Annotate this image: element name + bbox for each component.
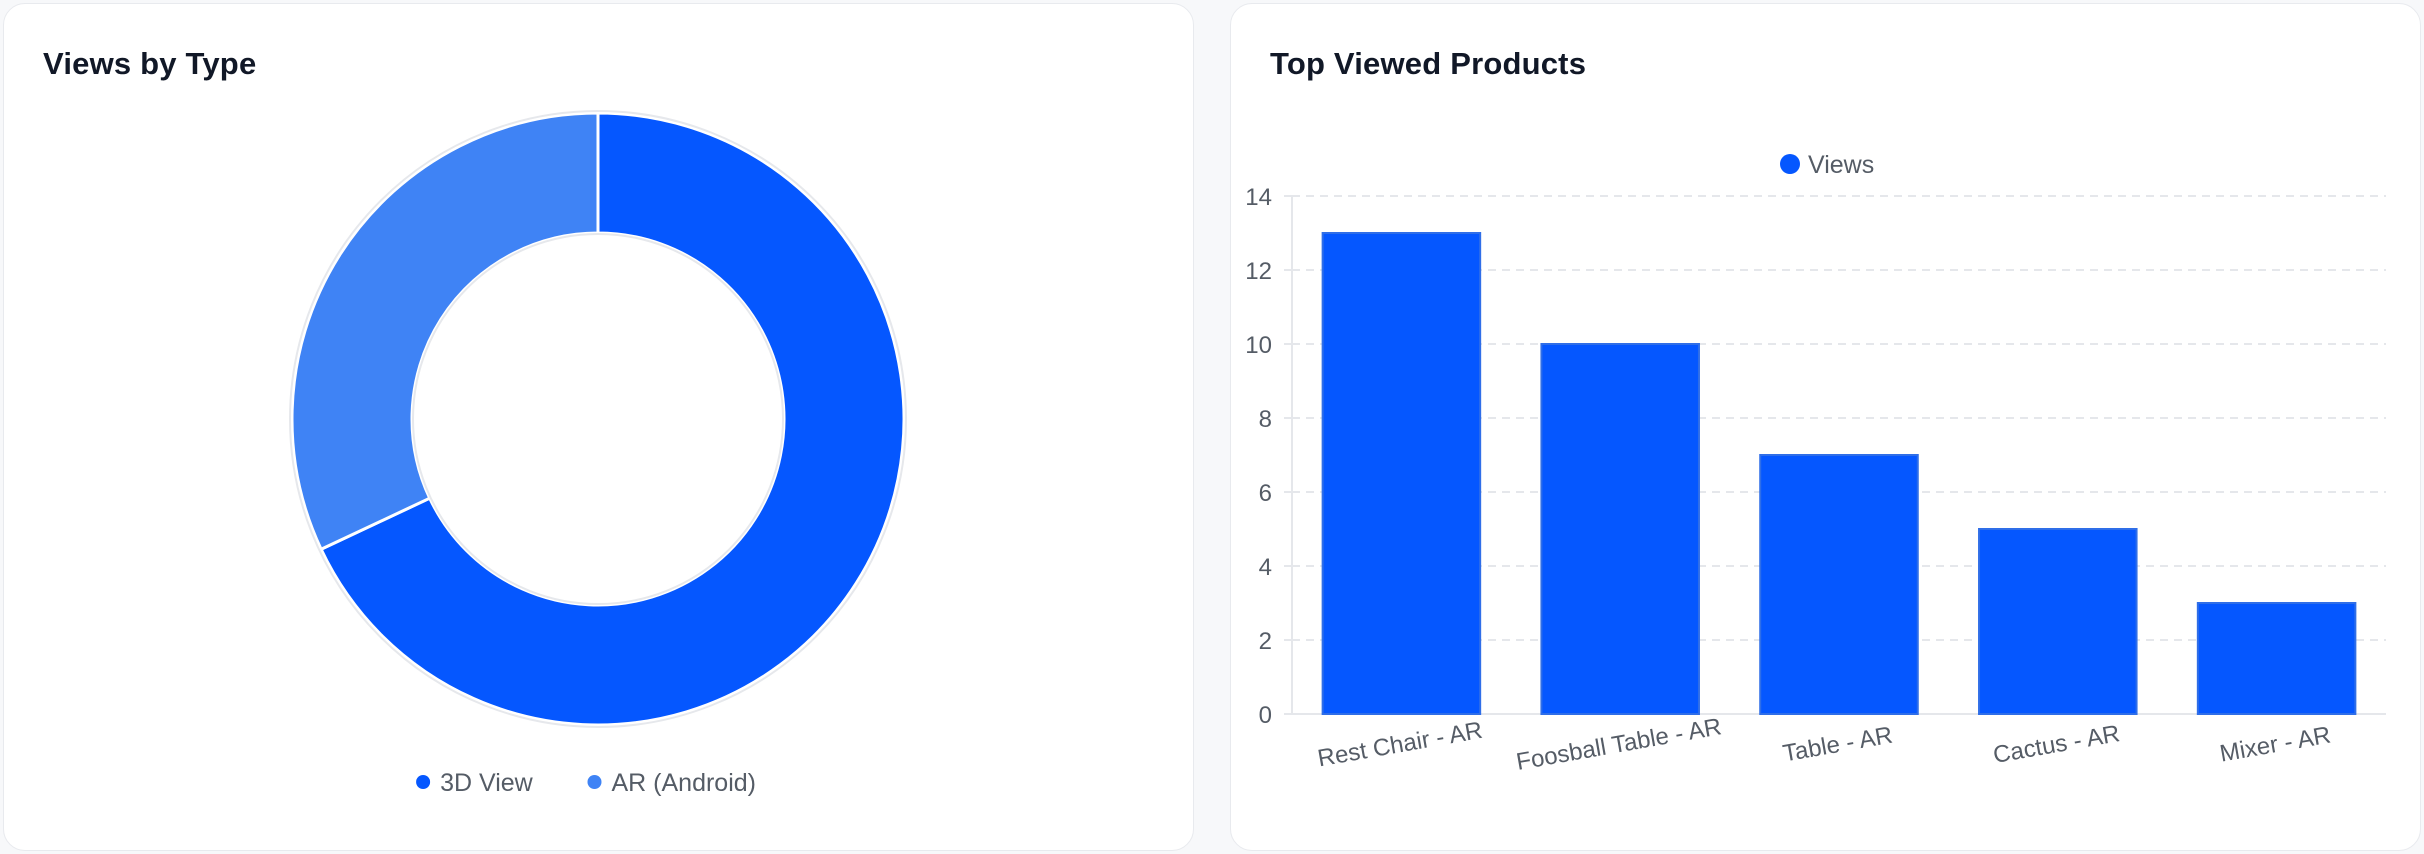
bar-cactus-ar[interactable] — [1978, 528, 2138, 715]
x-tick-label-cactus-ar: Cactus - AR — [1991, 720, 2122, 769]
legend-label-ar-android: AR (Android) — [612, 769, 757, 797]
y-tick-label-6: 6 — [1259, 480, 1272, 507]
views-by-type-donut-chart: 3D View AR (Android) — [289, 110, 907, 797]
legend-swatch-ar-android — [587, 775, 602, 789]
bar-foosball-table-ar[interactable] — [1540, 343, 1700, 715]
legend-label-3d-view: 3D View — [440, 769, 534, 797]
top-viewed-products-card: Top Viewed Products 0 2 4 6 8 10 12 14 Rest Chai… — [1230, 3, 2421, 851]
y-tick-label-12: 12 — [1245, 258, 1272, 285]
bar-mixer-ar[interactable] — [2196, 602, 2357, 715]
top-viewed-products-bar-chart: 0 2 4 6 8 10 12 14 Rest Chair - AR Foosball Table… — [1245, 151, 2386, 776]
y-tick-label-8: 8 — [1259, 406, 1272, 433]
x-tick-label-foosball-table-ar: Foosball Table - AR — [1514, 713, 1723, 776]
legend-label-views: Views — [1808, 151, 1874, 179]
x-tick-label-mixer-ar: Mixer - AR — [2218, 722, 2333, 768]
legend-item-ar-android[interactable]: AR (Android) — [587, 769, 757, 797]
legend-swatch-3d-view — [416, 775, 431, 789]
donut-slice-ar-android[interactable] — [290, 111, 600, 552]
y-tick-label-10: 10 — [1245, 332, 1272, 359]
donut-inner-ring — [412, 233, 784, 605]
views-by-type-card: Views by Type 3D View AR (Android) — [3, 3, 1194, 851]
y-tick-label-4: 4 — [1259, 554, 1272, 581]
legend-swatch-views — [1780, 154, 1800, 174]
x-tick-label-table-ar: Table - AR — [1781, 722, 1895, 768]
x-tick-label-rest-chair-ar: Rest Chair - AR — [1316, 717, 1485, 773]
bar-table-ar[interactable] — [1759, 454, 1919, 715]
views-by-type-title: Views by Type — [43, 46, 257, 81]
bar-rest-chair-ar[interactable] — [1321, 232, 1482, 715]
donut-outer-ring — [289, 110, 907, 728]
legend-item-3d-view[interactable]: 3D View — [416, 769, 534, 797]
y-tick-label-0: 0 — [1259, 702, 1272, 729]
y-tick-label-14: 14 — [1245, 184, 1272, 211]
top-viewed-products-title: Top Viewed Products — [1270, 46, 1587, 81]
y-tick-label-2: 2 — [1259, 628, 1272, 655]
legend-item-views[interactable]: Views — [1780, 151, 1874, 179]
